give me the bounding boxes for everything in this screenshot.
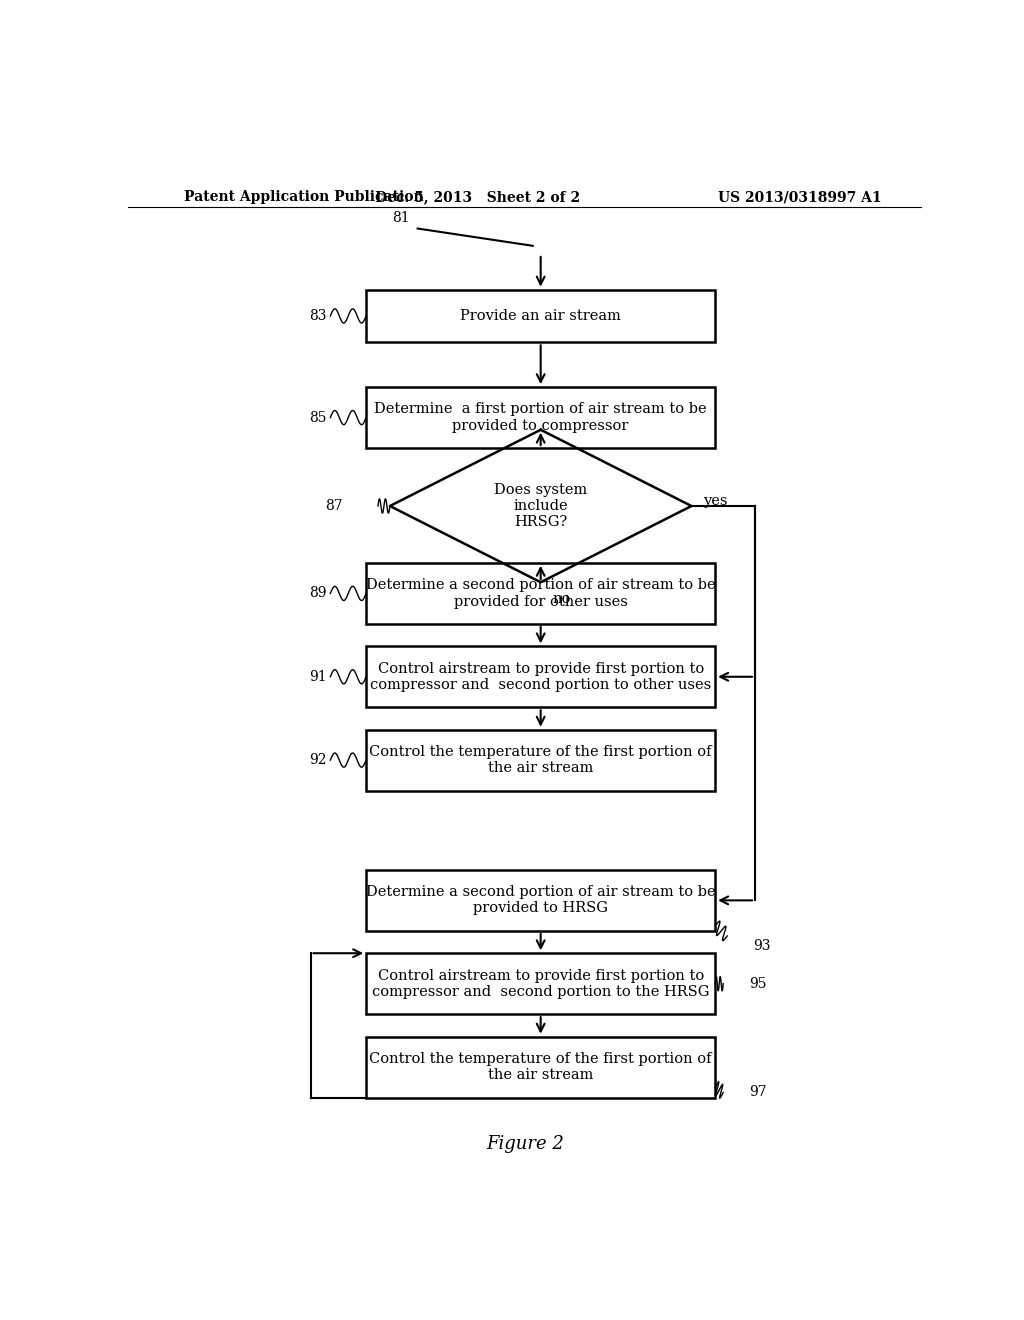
Text: Control the temperature of the first portion of
the air stream: Control the temperature of the first por… xyxy=(370,744,712,775)
FancyBboxPatch shape xyxy=(367,730,715,791)
Text: yes: yes xyxy=(703,494,728,508)
FancyBboxPatch shape xyxy=(367,953,715,1014)
FancyBboxPatch shape xyxy=(367,1036,715,1097)
FancyBboxPatch shape xyxy=(367,870,715,931)
Polygon shape xyxy=(390,430,691,582)
Text: 92: 92 xyxy=(309,754,327,767)
Text: 95: 95 xyxy=(750,977,767,991)
FancyBboxPatch shape xyxy=(367,647,715,708)
Text: 85: 85 xyxy=(309,411,327,425)
Text: Does system
include
HRSG?: Does system include HRSG? xyxy=(494,483,588,529)
Text: Determine a second portion of air stream to be
provided to HRSG: Determine a second portion of air stream… xyxy=(366,886,716,916)
Text: 93: 93 xyxy=(754,939,771,953)
Text: Figure 2: Figure 2 xyxy=(485,1135,564,1154)
Text: Provide an air stream: Provide an air stream xyxy=(460,309,622,323)
Text: 97: 97 xyxy=(750,1085,767,1100)
Text: 91: 91 xyxy=(309,669,327,684)
Text: Control airstream to provide first portion to
compressor and  second portion to : Control airstream to provide first porti… xyxy=(372,969,710,999)
FancyBboxPatch shape xyxy=(367,387,715,447)
Text: Control the temperature of the first portion of
the air stream: Control the temperature of the first por… xyxy=(370,1052,712,1082)
Text: Dec. 5, 2013   Sheet 2 of 2: Dec. 5, 2013 Sheet 2 of 2 xyxy=(375,190,580,205)
Text: 83: 83 xyxy=(309,309,327,323)
Text: Determine  a first portion of air stream to be
provided to compressor: Determine a first portion of air stream … xyxy=(375,403,707,433)
FancyBboxPatch shape xyxy=(367,289,715,342)
Text: no: no xyxy=(553,593,571,606)
Text: Patent Application Publication: Patent Application Publication xyxy=(183,190,423,205)
FancyBboxPatch shape xyxy=(367,562,715,624)
Text: US 2013/0318997 A1: US 2013/0318997 A1 xyxy=(718,190,882,205)
Text: 81: 81 xyxy=(392,211,410,226)
Text: 89: 89 xyxy=(309,586,327,601)
Text: 87: 87 xyxy=(325,499,342,513)
Text: Control airstream to provide first portion to
compressor and  second portion to : Control airstream to provide first porti… xyxy=(370,661,712,692)
Text: Determine a second portion of air stream to be
provided for other uses: Determine a second portion of air stream… xyxy=(366,578,716,609)
